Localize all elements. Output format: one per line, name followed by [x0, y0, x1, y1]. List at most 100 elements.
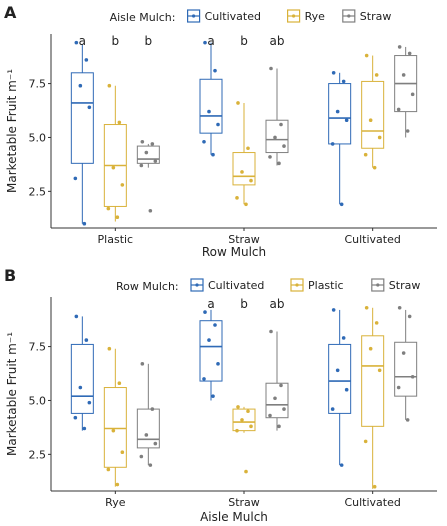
data-point: [364, 53, 369, 58]
data-point: [236, 101, 240, 105]
data-point: [78, 83, 83, 88]
data-point: [405, 418, 410, 422]
data-point: [273, 135, 277, 140]
data-point: [273, 396, 277, 401]
data-point: [330, 142, 335, 146]
data-point: [139, 163, 144, 168]
significance-letter: ab: [270, 34, 285, 48]
data-point: [268, 413, 272, 418]
data-point: [397, 45, 402, 49]
data-point: [211, 394, 215, 398]
box-cultivated-plastic: [70, 40, 94, 226]
significance-letter: a: [207, 297, 214, 311]
data-point: [410, 374, 415, 379]
data-point: [153, 441, 158, 446]
data-point: [339, 463, 344, 467]
legend-title: Aisle Mulch:: [110, 11, 176, 24]
data-point: [339, 202, 344, 207]
data-point: [82, 221, 87, 226]
box-plastic-cultivated: [361, 305, 385, 489]
data-point: [269, 66, 273, 71]
panel-label: A: [4, 3, 17, 22]
data-point: [73, 176, 78, 181]
data-point: [203, 40, 207, 45]
significance-letter: a: [79, 34, 86, 48]
box-cultivated-cultivated: [328, 308, 352, 467]
data-point: [107, 346, 112, 351]
legend-title: Row Mulch:: [116, 280, 179, 293]
data-point: [374, 73, 379, 77]
data-point: [269, 329, 273, 334]
y-tick-label: 7.5: [29, 341, 47, 354]
data-point: [282, 144, 286, 148]
box-iqr: [199, 320, 223, 382]
data-point: [213, 323, 217, 327]
box-iqr: [265, 382, 289, 419]
data-point: [115, 482, 120, 487]
data-point: [246, 409, 250, 414]
legend-key-point: [195, 283, 199, 287]
data-point: [397, 305, 402, 310]
y-axis-title: Marketable Fruit m⁻¹: [5, 332, 19, 456]
box-rye-straw: [232, 101, 256, 207]
data-point: [87, 105, 92, 110]
legend-label-straw: Straw: [389, 279, 421, 292]
box-iqr: [136, 408, 160, 449]
data-point: [211, 152, 215, 157]
box-straw-cultivated: [394, 305, 418, 422]
box-iqr: [328, 343, 352, 414]
data-point: [344, 387, 349, 392]
data-point: [106, 206, 111, 211]
box-iqr: [394, 341, 418, 397]
box-iqr: [232, 408, 256, 432]
x-tick-label: Cultivated: [344, 496, 400, 509]
data-point: [363, 439, 368, 444]
significance-letter: ab: [270, 297, 285, 311]
data-point: [368, 118, 373, 123]
data-point: [331, 308, 336, 312]
legend-key-point: [295, 283, 299, 287]
significance-letter: b: [240, 34, 248, 48]
data-point: [73, 415, 78, 420]
y-tick-label: 2.5: [29, 448, 47, 461]
data-point: [377, 368, 382, 373]
data-point: [235, 196, 239, 200]
data-point: [203, 310, 207, 314]
data-point: [207, 109, 211, 114]
data-point: [202, 139, 206, 144]
data-point: [140, 362, 145, 366]
data-point: [372, 484, 377, 489]
data-point: [279, 383, 283, 388]
legend: Row Mulch: Cultivated Plastic Straw: [116, 278, 421, 293]
box-cultivated-cultivated: [328, 71, 352, 207]
y-tick-label: 5.0: [29, 131, 47, 144]
significance-letter: b: [145, 34, 153, 48]
data-point: [82, 426, 87, 431]
box-cultivated-straw: [199, 309, 223, 401]
box-iqr: [265, 119, 289, 154]
box-straw-straw: [265, 66, 289, 166]
data-point: [139, 454, 144, 459]
x-tick-label: Straw: [228, 233, 260, 246]
data-point: [407, 314, 412, 319]
x-tick-label: Rye: [105, 496, 126, 509]
data-point: [111, 428, 116, 433]
box-straw-plastic: [136, 139, 160, 213]
data-point: [140, 139, 145, 144]
x-axis-title: Aisle Mulch: [200, 510, 268, 524]
data-point: [277, 161, 281, 166]
box-iqr: [328, 83, 352, 145]
data-point: [144, 433, 149, 437]
box-rye-plastic: [103, 83, 127, 222]
box-iqr: [70, 72, 94, 164]
data-point: [74, 314, 79, 319]
data-point: [148, 208, 153, 213]
data-point: [249, 178, 253, 183]
data-point: [216, 362, 220, 366]
data-point: [111, 165, 116, 170]
data-point: [335, 368, 340, 373]
box-straw-cultivated: [394, 45, 418, 138]
chart-panel-a: A Aisle Mulch: Cultivated Rye Straw 2.5 5.0 7.5…: [4, 3, 437, 259]
box-straw-straw: [265, 329, 289, 431]
